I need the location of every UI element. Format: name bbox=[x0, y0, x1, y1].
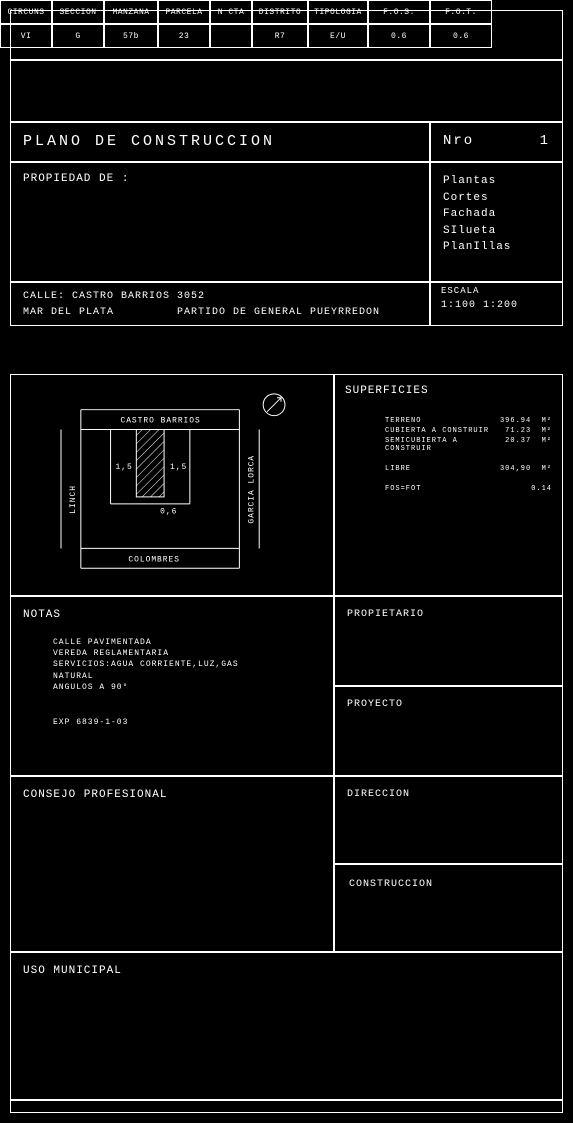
address-partido: PARTIDO DE GENERAL PUEYRREDON bbox=[177, 307, 380, 318]
street-left: LINCH bbox=[69, 485, 78, 514]
title-box: PLANO DE CONSTRUCCION bbox=[10, 122, 430, 162]
scale-box: ESCALA 1:100 1:200 bbox=[430, 282, 563, 326]
number-box: Nro 1 bbox=[430, 122, 563, 162]
superficies-title: SUPERFICIES bbox=[345, 385, 552, 397]
direccion-box: DIRECCION bbox=[334, 776, 563, 864]
notas-box: NOTAS CALLE PAVIMENTADA VEREDA REGLAMENT… bbox=[10, 596, 334, 776]
nota-1: CALLE PAVIMENTADA bbox=[23, 637, 321, 648]
propietario-label: PROPIETARIO bbox=[347, 609, 424, 620]
superficies-box: SUPERFICIES TERRENO396.94 M² CUBIERTA A … bbox=[334, 374, 563, 596]
location-diagram-box: 1,5 1,5 0,6 CASTRO BARRIOS COLOMBRES LIN… bbox=[10, 374, 334, 596]
propietario-box: PROPIETARIO bbox=[334, 596, 563, 686]
nota-exp: EXP 6839-1-03 bbox=[23, 717, 321, 728]
sup-cubierta: CUBIERTA A CONSTRUIR71.23 M² bbox=[345, 427, 552, 435]
lot-diagram: 1,5 1,5 0,6 CASTRO BARRIOS COLOMBRES LIN… bbox=[11, 375, 333, 595]
escala-label: ESCALA bbox=[441, 286, 552, 296]
dim-1: 1,5 bbox=[116, 463, 133, 472]
nota-2: VEREDA REGLAMENTARIA bbox=[23, 648, 321, 659]
blank-header-1 bbox=[10, 10, 563, 60]
propiedad-label: PROPIEDAD DE : bbox=[23, 173, 129, 185]
nota-5: ANGULOS A 90° bbox=[23, 682, 321, 693]
escala-values: 1:100 1:200 bbox=[441, 300, 552, 311]
construccion-label: CONSTRUCCION bbox=[349, 879, 433, 890]
type-plantas: Plantas bbox=[443, 173, 550, 190]
address-line1: CALLE: CASTRO BARRIOS 3052 bbox=[23, 289, 417, 305]
type-cortes: Cortes bbox=[443, 190, 550, 207]
sup-libre: LIBRE304,90 M² bbox=[345, 465, 552, 473]
proyecto-label: PROYECTO bbox=[347, 699, 403, 710]
sup-fosfot: FOS=FOT0.14 bbox=[345, 485, 552, 493]
municipal-label: USO MUNICIPAL bbox=[23, 965, 122, 977]
direccion-label: DIRECCION bbox=[347, 789, 410, 800]
plan-title: PLANO DE CONSTRUCCION bbox=[23, 133, 275, 150]
dim-3: 0,6 bbox=[160, 508, 177, 517]
type-fachada: Fachada bbox=[443, 206, 550, 223]
blank-header-2 bbox=[10, 60, 563, 122]
cad-title-block: PLANO DE CONSTRUCCION Nro 1 PROPIEDAD DE… bbox=[0, 0, 573, 1123]
type-silueta: SIlueta bbox=[443, 223, 550, 240]
street-top: CASTRO BARRIOS bbox=[120, 417, 200, 426]
nro-value: 1 bbox=[540, 133, 550, 151]
address-box: CALLE: CASTRO BARRIOS 3052 MAR DEL PLATA… bbox=[10, 282, 430, 326]
consejo-box: CONSEJO PROFESIONAL bbox=[10, 776, 334, 952]
nota-3: SERVICIOS:AGUA CORRIENTE,LUZ,GAS bbox=[23, 659, 321, 670]
propiedad-box: PROPIEDAD DE : bbox=[10, 162, 430, 282]
sup-semicubierta: SEMICUBIERTA A CONSTRUIR20.37 M² bbox=[345, 437, 552, 453]
dim-2: 1,5 bbox=[170, 463, 187, 472]
nro-label: Nro bbox=[443, 133, 474, 151]
sup-terreno: TERRENO396.94 M² bbox=[345, 417, 552, 425]
drawing-types-box: Plantas Cortes Fachada SIlueta PlanIllas bbox=[430, 162, 563, 282]
construccion-box: CONSTRUCCION bbox=[334, 864, 563, 952]
type-planillas: PlanIllas bbox=[443, 239, 550, 256]
notas-title: NOTAS bbox=[23, 609, 321, 621]
nota-4: NATURAL bbox=[23, 671, 321, 682]
address-city: MAR DEL PLATA bbox=[23, 307, 114, 318]
consejo-label: CONSEJO PROFESIONAL bbox=[23, 789, 167, 801]
blank-footer bbox=[10, 1100, 563, 1113]
street-bottom: COLOMBRES bbox=[128, 555, 180, 564]
street-right: GARCIA LORCA bbox=[247, 455, 256, 524]
proyecto-box: PROYECTO bbox=[334, 686, 563, 776]
municipal-box: USO MUNICIPAL bbox=[10, 952, 563, 1100]
